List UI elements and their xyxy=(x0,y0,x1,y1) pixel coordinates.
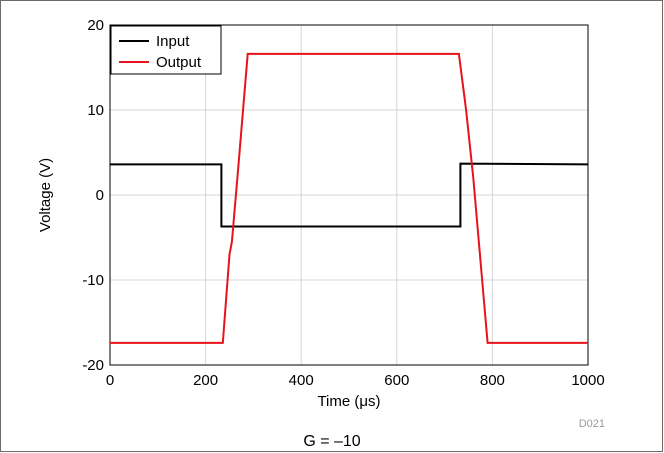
y-tick-label-0: -20 xyxy=(82,357,104,374)
y-tick-label-1: -10 xyxy=(82,272,104,289)
gridlines xyxy=(110,25,588,365)
y-axis-label: Voltage (V) xyxy=(37,158,54,232)
series-line-input xyxy=(110,162,589,228)
legend-label-input: Input xyxy=(156,33,190,50)
x-tick-label-4: 800 xyxy=(480,372,505,389)
plot-area xyxy=(109,24,589,366)
x-tick-label-1: 200 xyxy=(193,372,218,389)
series-line-output xyxy=(110,52,588,344)
y-tick-label-4: 20 xyxy=(87,17,104,34)
caption: G = –10 xyxy=(303,433,360,450)
x-axis-label: Time (μs) xyxy=(317,393,380,410)
figure-code: D021 xyxy=(579,418,605,430)
x-tick-label-3: 600 xyxy=(384,372,409,389)
series-layer xyxy=(110,52,589,344)
y-tick-label-3: 10 xyxy=(87,102,104,119)
x-tick-label-0: 0 xyxy=(106,372,114,389)
legend-label-output: Output xyxy=(156,54,202,71)
tick-labels: 0 200 400 600 800 1000 -20 -10 0 10 20 xyxy=(82,17,604,389)
x-tick-label-5: 1000 xyxy=(571,372,604,389)
x-tick-label-2: 400 xyxy=(289,372,314,389)
legend-box xyxy=(110,25,222,75)
legend: Input Output xyxy=(110,25,222,75)
y-tick-label-2: 0 xyxy=(96,187,104,204)
